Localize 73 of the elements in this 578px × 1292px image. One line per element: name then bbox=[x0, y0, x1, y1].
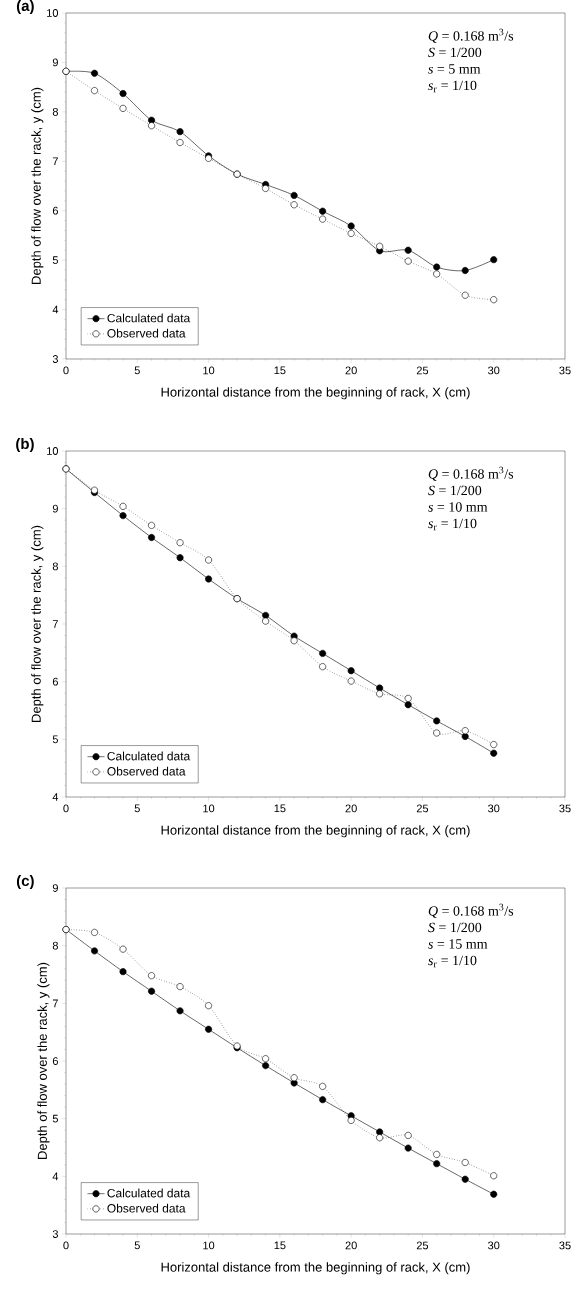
x-tick-label: 10 bbox=[203, 366, 215, 375]
y-axis-title: Depth of flow over the rack, y (cm) bbox=[31, 87, 44, 284]
x-tick-label: 20 bbox=[345, 366, 357, 375]
legend-label: Calculated data bbox=[107, 1188, 191, 1198]
legend-label: Observed data bbox=[107, 1203, 186, 1213]
y-tick-label: 4 bbox=[52, 793, 59, 801]
y-tick-label: 5 bbox=[52, 1114, 58, 1123]
y-tick-label: 6 bbox=[52, 206, 58, 215]
x-tick-label: 25 bbox=[416, 366, 429, 375]
x-tick-label: 15 bbox=[274, 804, 286, 813]
x-tick-label: 35 bbox=[559, 366, 571, 375]
y-tick-label: 4 bbox=[52, 1172, 59, 1181]
y-tick-label: 10 bbox=[47, 447, 59, 455]
annotation: s$_{r}$ = 1/10 bbox=[428, 80, 477, 93]
annotation: s = 5 mm bbox=[428, 64, 481, 74]
legend-label: Calculated data bbox=[107, 313, 191, 323]
x-tick-label: 35 bbox=[559, 1241, 571, 1250]
x-axis-title: Horizontal distance from the beginning of rack, X (cm) bbox=[161, 387, 470, 400]
y-tick-label: 7 bbox=[52, 999, 58, 1008]
y-tick-label: 6 bbox=[52, 677, 58, 686]
y-tick-label: 8 bbox=[52, 941, 58, 950]
chart-title: (a) bbox=[16, 0, 34, 14]
x-tick-label: 20 bbox=[345, 1241, 357, 1250]
x-axis-title: Horizontal distance from the beginning of rack, X (cm) bbox=[161, 825, 470, 838]
x-tick-label: 0 bbox=[63, 1241, 69, 1250]
x-tick-label: 30 bbox=[488, 1241, 500, 1250]
annotation: Q = 0.168 m$^{3}$/s bbox=[428, 903, 514, 918]
x-tick-label: 20 bbox=[345, 804, 357, 813]
y-tick-label: 7 bbox=[52, 620, 58, 628]
x-tick-label: 15 bbox=[274, 1241, 286, 1250]
x-tick-label: 15 bbox=[274, 366, 286, 375]
y-tick-label: 9 bbox=[52, 58, 58, 67]
annotation: s = 15 mm bbox=[428, 939, 488, 949]
x-tick-label: 30 bbox=[488, 804, 500, 813]
x-tick-label: 0 bbox=[63, 366, 69, 375]
y-tick-label: 6 bbox=[52, 1057, 58, 1065]
x-tick-label: 10 bbox=[203, 1241, 215, 1250]
chart-title: (c) bbox=[16, 875, 34, 889]
legend-label: Observed data bbox=[107, 328, 186, 338]
x-tick-label: 35 bbox=[559, 804, 571, 813]
annotation: S = 1/200 bbox=[428, 485, 482, 496]
x-tick-label: 5 bbox=[134, 804, 140, 813]
y-tick-label: 4 bbox=[52, 305, 59, 314]
y-tick-label: 3 bbox=[52, 355, 58, 363]
annotation: s = 10 mm bbox=[428, 502, 488, 512]
y-tick-label: 8 bbox=[52, 107, 58, 116]
y-tick-label: 10 bbox=[47, 9, 59, 17]
x-tick-label: 10 bbox=[203, 804, 215, 813]
y-tick-label: 9 bbox=[52, 504, 58, 513]
y-axis-title: Depth of flow over the rack, y (cm) bbox=[31, 525, 44, 722]
x-tick-label: 5 bbox=[134, 366, 140, 375]
y-tick-label: 5 bbox=[52, 256, 58, 264]
x-tick-label: 30 bbox=[488, 366, 500, 375]
y-tick-label: 8 bbox=[52, 562, 58, 571]
annotation: Q = 0.168 m$^{3}$/s bbox=[428, 28, 514, 43]
x-tick-label: 25 bbox=[416, 804, 429, 813]
legend-label: Calculated data bbox=[107, 751, 191, 761]
annotation: S = 1/200 bbox=[428, 922, 482, 933]
y-tick-label: 5 bbox=[52, 735, 58, 744]
y-tick-label: 3 bbox=[52, 1230, 58, 1238]
annotation: Q = 0.168 m$^{3}$/s bbox=[428, 466, 514, 481]
x-tick-label: 5 bbox=[134, 1241, 140, 1250]
x-axis-title: Horizontal distance from the beginning of rack, X (cm) bbox=[161, 1262, 470, 1275]
chart-title: (b) bbox=[16, 438, 34, 452]
annotation: s$_{r}$ = 1/10 bbox=[428, 518, 477, 531]
y-tick-label: 7 bbox=[52, 157, 58, 166]
legend-label: Observed data bbox=[107, 766, 186, 776]
x-tick-label: 0 bbox=[63, 804, 69, 813]
y-tick-label: 9 bbox=[52, 884, 58, 892]
y-axis-title: Depth of flow over the rack, y (cm) bbox=[37, 962, 50, 1159]
x-tick-label: 25 bbox=[416, 1241, 429, 1250]
annotation: s$_{r}$ = 1/10 bbox=[428, 955, 477, 968]
annotation: S = 1/200 bbox=[428, 47, 482, 58]
